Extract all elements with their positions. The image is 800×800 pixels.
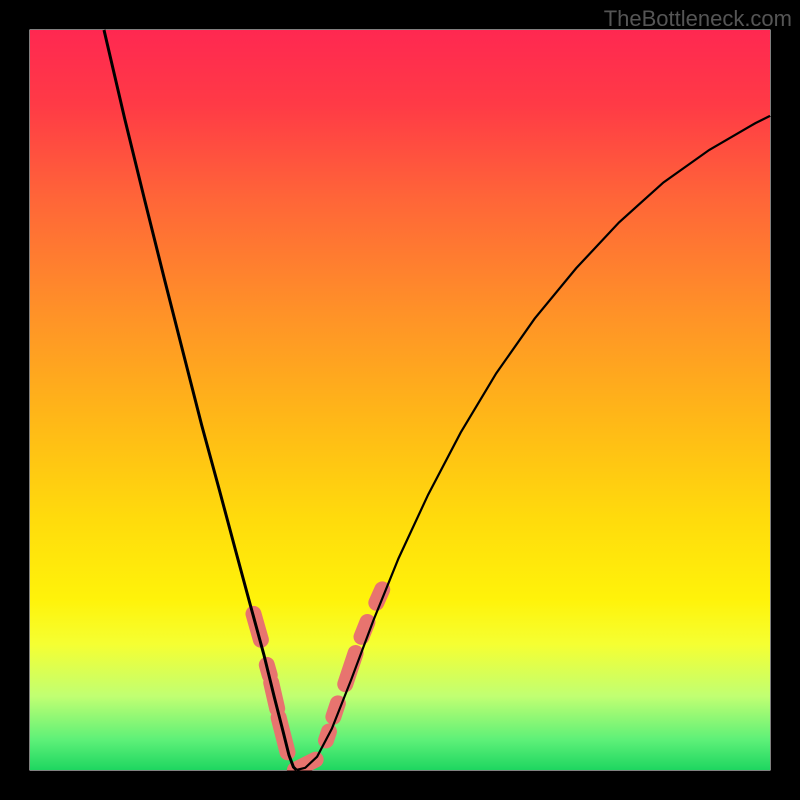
watermark-text: TheBottleneck.com [604,6,792,31]
chart-svg: TheBottleneck.com [0,0,800,800]
chart-background [30,30,770,770]
chart-container: TheBottleneck.com [0,0,800,800]
